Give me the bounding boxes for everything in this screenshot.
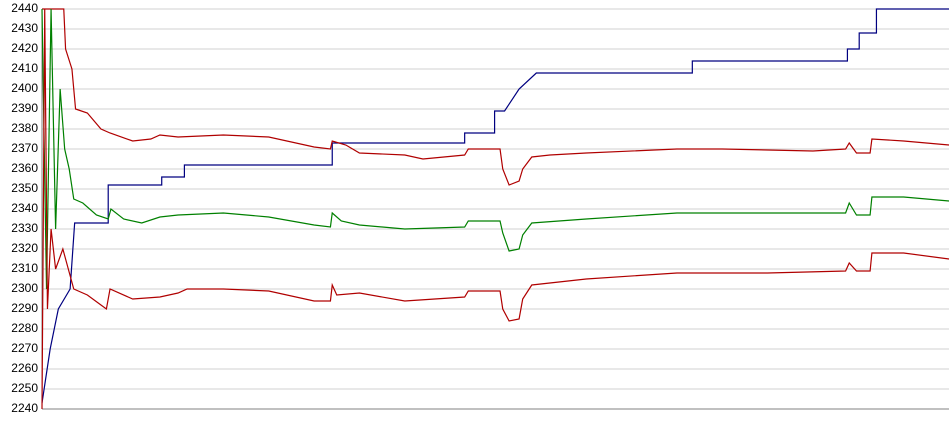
y-tick-label: 2240 (11, 401, 38, 415)
series-line (42, 8, 950, 186)
series-line (41, 8, 950, 410)
y-tick-label: 2250 (11, 381, 38, 395)
y-tick-label: 2270 (11, 341, 38, 355)
y-tick-label: 2420 (11, 41, 38, 55)
y-tick-label: 2380 (11, 121, 38, 135)
y-tick-label: 2370 (11, 141, 38, 155)
y-tick-label: 2430 (11, 21, 38, 35)
series-line (41, 8, 949, 404)
y-tick-label: 2310 (11, 261, 38, 275)
y-tick-label: 2340 (11, 201, 38, 215)
y-tick-label: 2320 (11, 241, 38, 255)
y-tick-label: 2410 (11, 61, 38, 75)
y-tick-label: 2360 (11, 161, 38, 175)
y-tick-label: 2400 (11, 81, 38, 95)
y-tick-label: 2300 (11, 281, 38, 295)
y-tick-label: 2290 (11, 301, 38, 315)
series-line (41, 8, 950, 290)
y-tick-label: 2350 (11, 181, 38, 195)
y-tick-label: 2260 (11, 361, 38, 375)
y-tick-label: 2440 (11, 1, 38, 15)
y-tick-label: 2390 (11, 101, 38, 115)
y-tick-label: 2330 (11, 221, 38, 235)
y-tick-label: 2280 (11, 321, 38, 335)
